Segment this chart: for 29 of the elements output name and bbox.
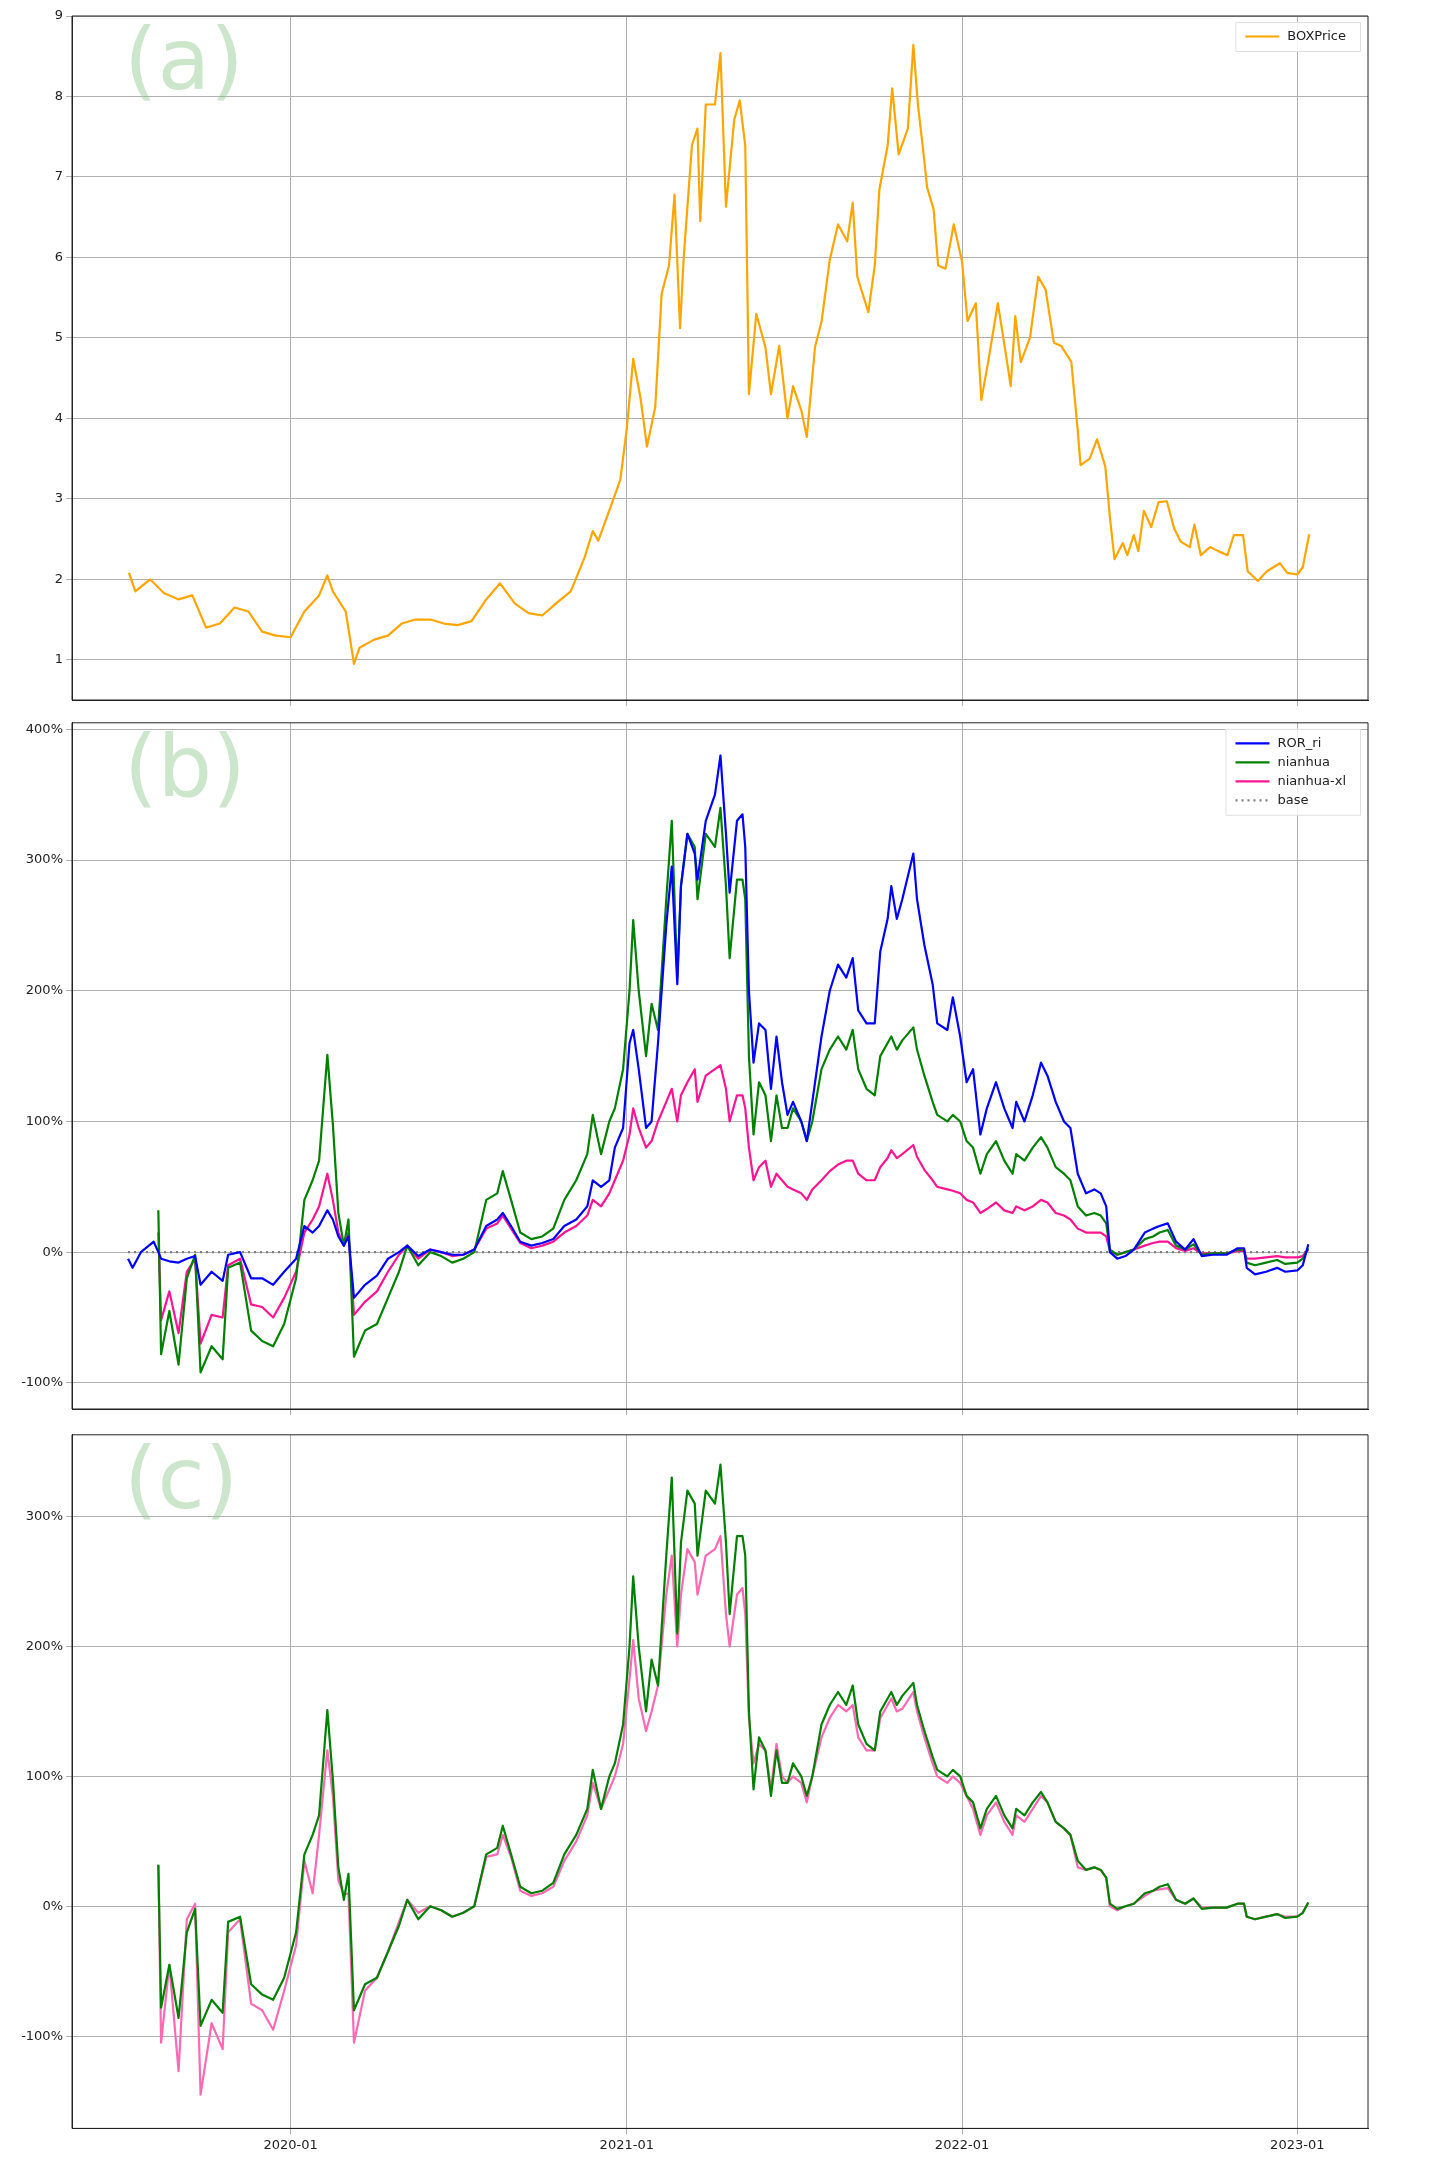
- y-tick-label: 4: [54, 409, 63, 425]
- y-tick-label: 200%: [25, 982, 63, 998]
- y-tick-label: 200%: [25, 1637, 63, 1653]
- y-tick-label: -100%: [21, 1374, 63, 1390]
- y-tick-label: 100%: [25, 1112, 63, 1128]
- y-tick-label: 3: [54, 490, 63, 506]
- y-tick-label: 7: [54, 168, 63, 184]
- y-tick-label: 1: [54, 651, 63, 667]
- y-tick-label: 0%: [42, 1897, 63, 1913]
- y-tick-label: 5: [54, 329, 63, 345]
- legend-label: nianhua: [1277, 753, 1331, 769]
- y-tick-label: 8: [54, 87, 63, 103]
- legend-label: nianhua-xl: [1277, 772, 1346, 788]
- y-tick-label: 0%: [42, 1243, 63, 1259]
- y-tick-label: 6: [54, 248, 63, 264]
- x-tick-label: 2021-01: [599, 2136, 654, 2152]
- legend-label: ROR_ri: [1277, 734, 1322, 750]
- y-tick-label: 100%: [25, 1767, 63, 1783]
- y-tick-label: 2: [54, 570, 63, 586]
- y-tick-label: 300%: [25, 1508, 63, 1523]
- y-tick-label: -100%: [21, 2027, 63, 2043]
- y-tick-label: 300%: [25, 851, 63, 867]
- x-tick-label: 2023-01: [1270, 2136, 1325, 2152]
- y-tick-label: 400%: [25, 720, 63, 736]
- x-tick-label: 2022-01: [934, 2136, 990, 2152]
- y-tick-label: 9: [54, 7, 63, 23]
- x-tick-label: 2020-01: [263, 2136, 318, 2152]
- legend-label: base: [1277, 791, 1309, 807]
- legend-label: BOXPrice: [1287, 27, 1347, 43]
